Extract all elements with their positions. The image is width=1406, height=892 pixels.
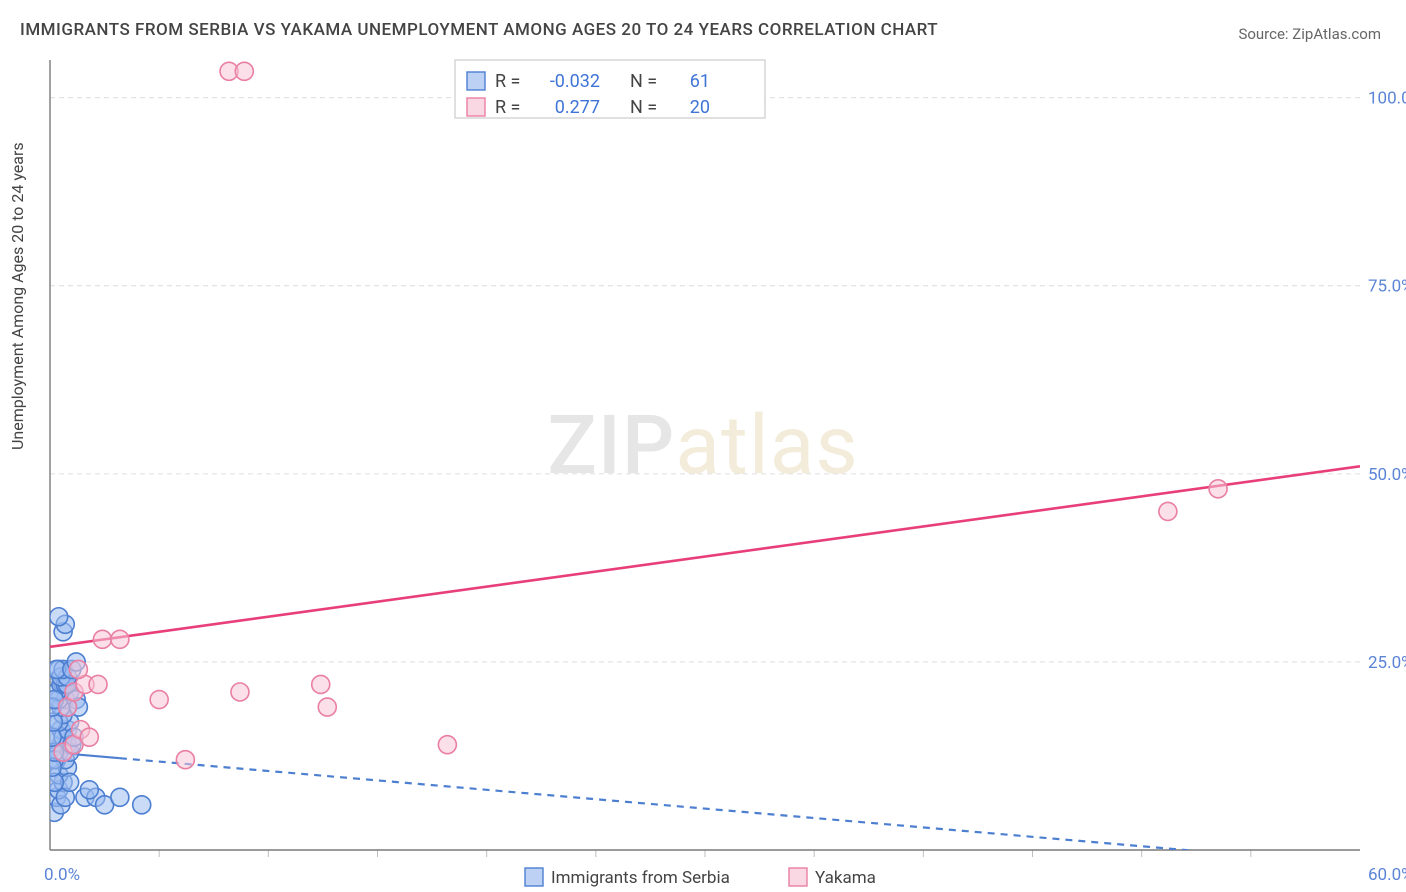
correlation-chart: 25.0% 50.0% 75.0% 100.0% 0.0% 60.0% R = -0.032 N… [0,0,1406,892]
y-tick-label: 100.0% [1368,89,1406,109]
legend-N-value-yakama: 20 [690,97,710,118]
data-point-yakama [80,728,98,746]
trend-line-serbia [120,758,1360,865]
legend-R-value-serbia: -0.032 [550,71,600,92]
data-point-serbia [133,796,151,814]
data-point-yakama [235,62,253,80]
bottom-legend-swatch-serbia [525,868,543,886]
data-point-yakama [89,675,107,693]
data-point-serbia [80,781,98,799]
data-point-yakama [312,675,330,693]
legend-swatch-serbia [467,72,485,90]
data-point-yakama [1159,502,1177,520]
trend-line-yakama [50,466,1360,647]
x-max-label: 60.0% [1368,865,1406,885]
legend-R-label: R = [495,71,520,92]
data-point-serbia [111,788,129,806]
data-point-yakama [231,683,249,701]
data-point-yakama [69,660,87,678]
x-min-label: 0.0% [44,865,80,885]
legend-R-value-yakama: 0.277 [555,97,600,118]
data-point-yakama [93,630,111,648]
legend-N-label: N = [630,97,657,118]
legend-swatch-yakama [467,98,485,116]
data-point-yakama [1209,480,1227,498]
bottom-legend-label-serbia: Immigrants from Serbia [551,868,730,888]
data-point-yakama [176,751,194,769]
legend-N-value-serbia: 61 [690,71,710,92]
data-point-yakama [111,630,129,648]
legend-R-label: R = [495,97,520,118]
data-point-yakama [438,736,456,754]
legend-N-label: N = [630,71,657,92]
y-tick-label: 25.0% [1368,653,1406,673]
bottom-legend-swatch-yakama [789,868,807,886]
data-point-serbia [50,608,68,626]
bottom-legend-label-yakama: Yakama [815,868,876,888]
data-point-yakama [318,698,336,716]
data-point-yakama [150,691,168,709]
y-tick-label: 75.0% [1368,277,1406,297]
y-tick-label: 50.0% [1368,465,1406,485]
